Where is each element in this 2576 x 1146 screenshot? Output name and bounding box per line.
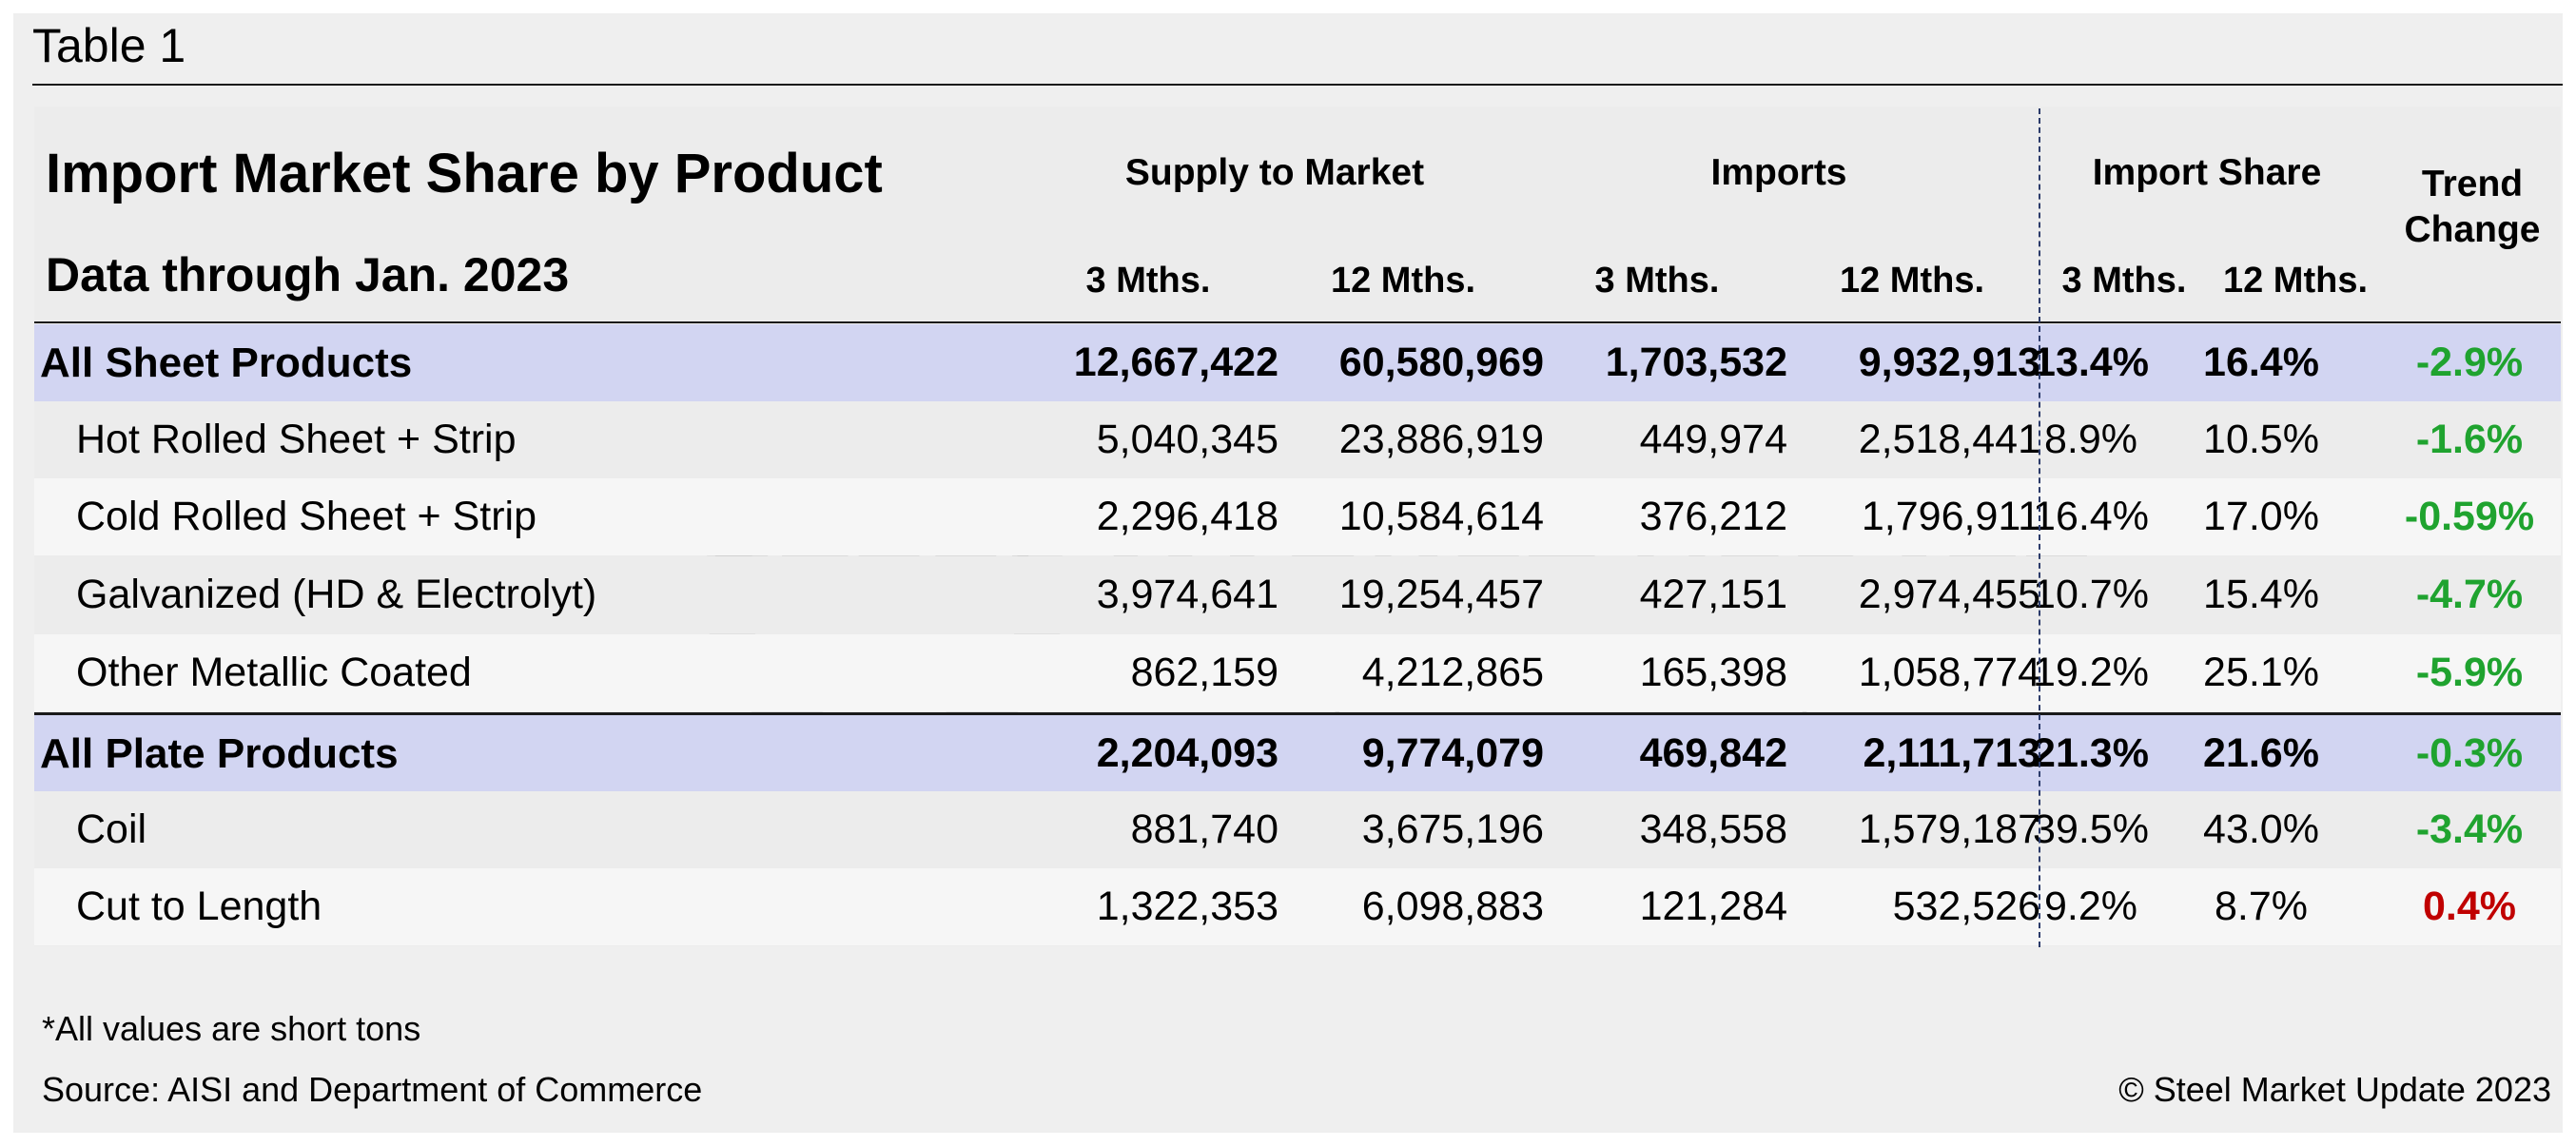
row-label: Cut to Length [76,884,322,929]
footnote: *All values are short tons [42,1009,421,1048]
table-row: Cut to Length 1,322,353 6,098,883 121,284 53… [34,868,2561,945]
subheader-share-3mths: 3 Mths. [2061,261,2187,301]
cell-supply-12: 23,886,919 [1338,417,1544,462]
table-row-total: All Sheet Products 12,667,422 60,580,969 1,… [34,324,2561,401]
cell-share-12: 16.4% [2203,340,2319,385]
cell-share-3: 10.7% [2033,572,2149,617]
cell-share-12: 17.0% [2203,494,2319,539]
cell-supply-12: 9,774,079 [1361,730,1544,776]
source-note: Source: AISI and Department of Commerce [42,1070,703,1109]
cell-supply-12: 10,584,614 [1338,494,1544,539]
subheader-imports-12mths: 12 Mths. [1839,261,1985,301]
row-label: Cold Rolled Sheet + Strip [76,494,537,539]
cell-imports-3: 1,703,532 [1605,340,1787,385]
cell-share-3: 9.2% [2043,884,2137,929]
cell-share-12: 8.7% [2214,884,2308,929]
cell-imports-3: 376,212 [1639,494,1787,539]
section-divider [34,712,2561,715]
header-divider [34,321,2561,323]
row-label: Galvanized (HD & Electrolyt) [76,572,597,617]
cell-imports-12: 2,518,441 [1858,417,2040,462]
row-label: Other Metallic Coated [76,650,472,695]
cell-imports-12: 2,111,713 [1863,730,2040,776]
cell-supply-3: 2,204,093 [1096,730,1278,776]
cell-share-3: 19.2% [2033,650,2149,695]
table-row: Hot Rolled Sheet + Strip 5,040,345 23,886,… [34,401,2561,478]
table-subtitle: Data through Jan. 2023 [46,248,570,301]
import-share-divider [2039,108,2040,947]
table-row: Galvanized (HD & Electrolyt) 3,974,641 19,… [34,556,2561,633]
header-import-share: Import Share [2092,152,2322,193]
table-row: Cold Rolled Sheet + Strip 2,296,418 10,584… [34,478,2561,555]
cell-share-3: 21.3% [2033,730,2149,776]
cell-imports-3: 427,151 [1639,572,1787,617]
subheader-share-12mths: 12 Mths. [2222,261,2369,301]
cell-trend-change: -3.4% [2415,806,2524,852]
cell-share-12: 25.1% [2203,650,2319,695]
cell-supply-3: 5,040,345 [1096,417,1278,462]
cell-supply-12: 4,212,865 [1361,650,1544,695]
cell-share-12: 10.5% [2203,417,2319,462]
cell-supply-12: 19,254,457 [1338,572,1544,617]
table-label: Table 1 [32,19,186,72]
subheader-supply-3mths: 3 Mths. [1085,261,1211,301]
cell-supply-3: 862,159 [1130,650,1278,695]
cell-imports-3: 449,974 [1639,417,1787,462]
title-divider [32,84,2563,86]
row-label: Coil [76,806,147,852]
table-title: Import Market Share by Product [46,143,883,204]
cell-imports-12: 9,932,913 [1858,340,2040,385]
cell-imports-12: 1,796,911 [1861,494,2040,539]
header-trend-change: Trend Change [2404,164,2541,250]
cell-imports-12: 1,579,187 [1858,806,2040,852]
cell-share-12: 21.6% [2203,730,2319,776]
cell-supply-3: 3,974,641 [1096,572,1278,617]
cell-imports-3: 348,558 [1639,806,1787,852]
cell-trend-change: -0.3% [2415,730,2524,776]
cell-imports-12: 532,526 [1892,884,2040,929]
table-row: Coil 881,740 3,675,196 348,558 1,579,187 39.5… [34,791,2561,868]
cell-imports-3: 121,284 [1639,884,1787,929]
cell-imports-3: 469,842 [1639,730,1787,776]
cell-trend-change: -5.9% [2415,650,2524,695]
cell-trend-change: 0.4% [2422,884,2516,929]
row-label: All Sheet Products [40,340,413,386]
subheader-supply-12mths: 12 Mths. [1330,261,1476,301]
cell-share-12: 43.0% [2203,806,2319,852]
cell-share-12: 15.4% [2203,572,2319,617]
cell-supply-12: 6,098,883 [1361,884,1544,929]
cell-imports-12: 1,058,774 [1858,650,2040,695]
cell-supply-12: 3,675,196 [1361,806,1544,852]
cell-supply-3: 2,296,418 [1096,494,1278,539]
table-row: Other Metallic Coated 862,159 4,212,865 165… [34,634,2561,711]
cell-trend-change: -1.6% [2415,417,2524,462]
cell-supply-3: 1,322,353 [1096,884,1278,929]
table-row-total: All Plate Products 2,204,093 9,774,079 469,… [34,715,2561,792]
header-supply-to-market: Supply to Market [1124,152,1425,193]
cell-supply-3: 12,667,422 [1073,340,1278,385]
header-imports: Imports [1710,152,1847,193]
copyright-note: © Steel Market Update 2023 [2118,1070,2551,1109]
cell-supply-3: 881,740 [1130,806,1278,852]
cell-trend-change: -2.9% [2415,340,2524,385]
cell-imports-3: 165,398 [1639,650,1787,695]
row-label: All Plate Products [40,730,399,777]
cell-supply-12: 60,580,969 [1338,340,1544,385]
cell-share-3: 13.4% [2033,340,2149,385]
cell-share-3: 8.9% [2043,417,2137,462]
cell-share-3: 39.5% [2033,806,2149,852]
cell-trend-change: -0.59% [2404,494,2535,539]
cell-share-3: 16.4% [2033,494,2149,539]
subheader-imports-3mths: 3 Mths. [1594,261,1720,301]
row-label: Hot Rolled Sheet + Strip [76,417,517,462]
cell-trend-change: -4.7% [2415,572,2524,617]
cell-imports-12: 2,974,455 [1858,572,2040,617]
